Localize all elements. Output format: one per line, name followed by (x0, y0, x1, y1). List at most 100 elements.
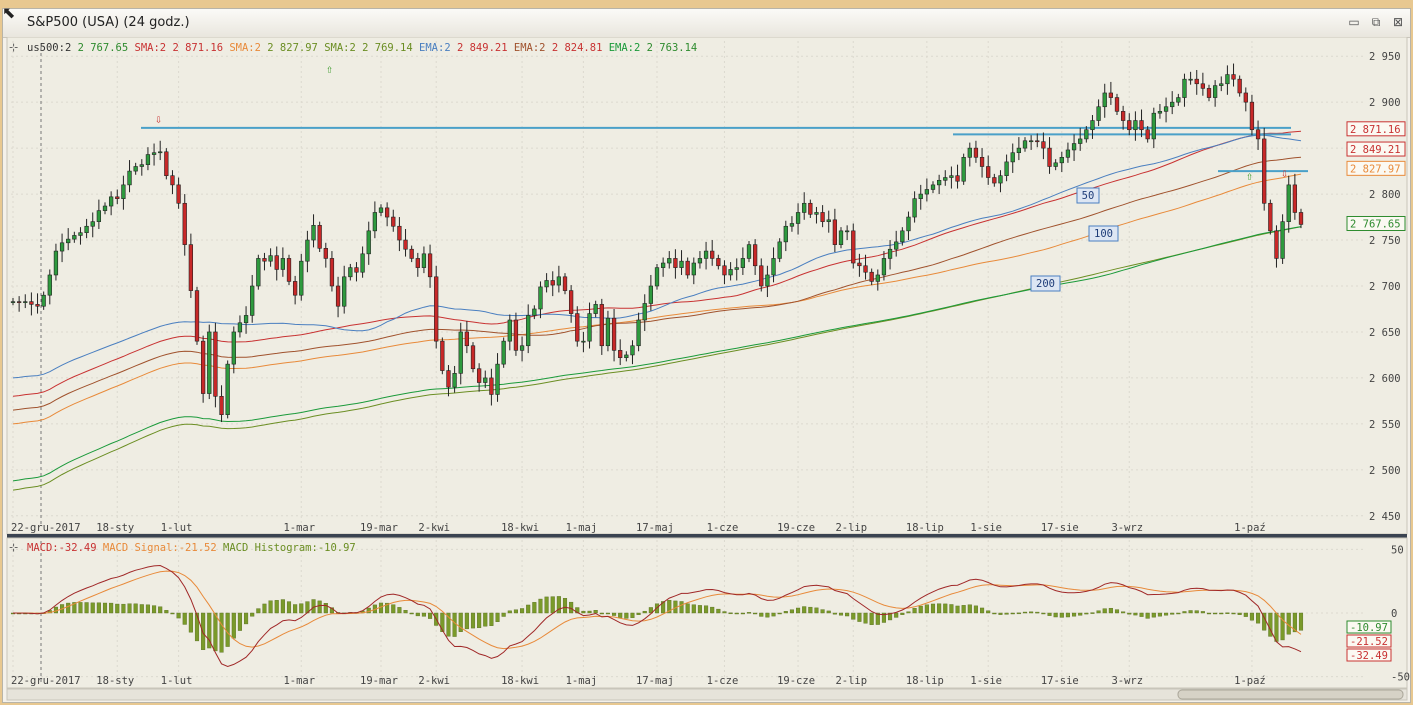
histogram-bar (826, 610, 831, 614)
horizontal-scrollbar[interactable] (6, 688, 1408, 701)
candle-body (930, 184, 936, 190)
candle-body (1255, 129, 1261, 140)
candle-body (1249, 101, 1255, 131)
histogram-bar (544, 596, 549, 614)
x-tick-label: 17-sie (1041, 522, 1079, 534)
candle-body (1145, 129, 1150, 140)
y-tick-label: 2 750 (1369, 235, 1401, 247)
histogram-bar (998, 612, 1003, 615)
candle-body (1028, 140, 1034, 143)
legend-value: 2 769.14 (362, 42, 413, 54)
minimize-icon[interactable]: ▭ (1348, 15, 1360, 29)
candle-body (1010, 152, 1015, 163)
histogram-bar (636, 612, 641, 615)
candle-body (1035, 140, 1040, 143)
mouse-cursor-icon: ⬉ (2, 3, 16, 22)
candle-body (262, 258, 267, 262)
histogram-bar (440, 612, 445, 632)
candle-body (102, 205, 108, 211)
candle-body (66, 238, 71, 244)
histogram-bar (802, 606, 807, 614)
price-badge-text: 2 871.16 (1350, 124, 1401, 136)
candle-body (605, 317, 611, 347)
candle-body (1298, 212, 1304, 225)
candle-body (440, 340, 445, 371)
candle-body (72, 235, 77, 240)
histogram-bar (201, 612, 206, 650)
candle-body (274, 255, 279, 270)
candle-body (593, 304, 598, 314)
candle-body (421, 253, 427, 268)
x-tick-label: 18-sty (96, 522, 134, 534)
y-tick-label: 0 (1391, 608, 1397, 620)
close-icon[interactable]: ⊠ (1392, 15, 1404, 29)
candle-body (1047, 147, 1052, 167)
scrollbar-thumb[interactable] (1177, 689, 1404, 700)
window-title: S&P500 (USA) (24 godz.) (27, 15, 190, 30)
candle-body (844, 230, 850, 233)
panel-divider[interactable] (7, 534, 1407, 538)
candle-body (1188, 78, 1193, 81)
histogram-bar (170, 612, 175, 615)
candle-body (1120, 111, 1126, 121)
legend-label: us500: (27, 42, 65, 54)
candle-body (887, 248, 893, 259)
candle-body (1163, 106, 1169, 112)
histogram-bar (458, 612, 463, 632)
macd-badge-text: -32.49 (1350, 650, 1388, 662)
macd-badge (1346, 634, 1392, 648)
legend-value: 2 763.14 (647, 42, 698, 54)
legend-label: SMA:2 (135, 42, 173, 54)
candle-body (256, 258, 261, 287)
histogram-bar (1114, 609, 1120, 614)
histogram-bar (477, 612, 482, 629)
x-tick-label: 1-cze (707, 522, 739, 534)
x-tick-label: 1-maj (566, 675, 598, 687)
x-tick-label: 19-mar (360, 675, 398, 687)
histogram-bar (1047, 612, 1052, 616)
histogram-bar (992, 612, 997, 615)
histogram-bar (78, 602, 83, 614)
candle-body (1286, 184, 1291, 222)
candle-body (538, 286, 543, 310)
candle-body (1065, 149, 1071, 158)
histogram-bar (311, 599, 316, 614)
moving-average-line (12, 226, 1302, 482)
histogram-bar (1256, 612, 1261, 624)
candle-body (906, 216, 911, 232)
y-tick-label: 2 950 (1369, 51, 1401, 63)
histogram-bar (182, 612, 187, 625)
histogram-bar (1243, 612, 1248, 617)
legend-label: MACD: (27, 542, 59, 554)
crosshair-icon[interactable]: ⊹ (9, 541, 18, 554)
y-tick-label: 2 450 (1369, 511, 1401, 523)
candle-body (716, 258, 721, 267)
histogram-bar (1176, 612, 1181, 615)
restore-icon[interactable]: ⧉ (1371, 15, 1381, 29)
candle-body (427, 253, 433, 278)
candle-body (182, 202, 187, 245)
candle-body (832, 219, 838, 245)
histogram-bar (1121, 611, 1126, 614)
candle-body (164, 151, 169, 176)
x-tick-label: 2-lip (835, 522, 867, 534)
candle-body (231, 331, 236, 365)
ma-period-label (1030, 275, 1061, 292)
candle-body (519, 345, 525, 351)
candle-body (654, 267, 660, 287)
macd-signal-line (13, 570, 1302, 650)
histogram-bar (1194, 610, 1199, 614)
candle-body (41, 294, 46, 307)
histogram-bar (164, 610, 169, 614)
candle-body (1102, 92, 1107, 108)
x-tick-label: 2-kwi (418, 522, 450, 534)
candle-body (979, 157, 985, 167)
histogram-bar (526, 604, 531, 614)
candle-body (127, 170, 132, 186)
crosshair-icon[interactable]: ⊹ (9, 41, 18, 54)
histogram-bar (1016, 612, 1021, 615)
candle-body (630, 345, 635, 356)
candle-body (47, 274, 52, 296)
histogram-bar (121, 603, 126, 614)
